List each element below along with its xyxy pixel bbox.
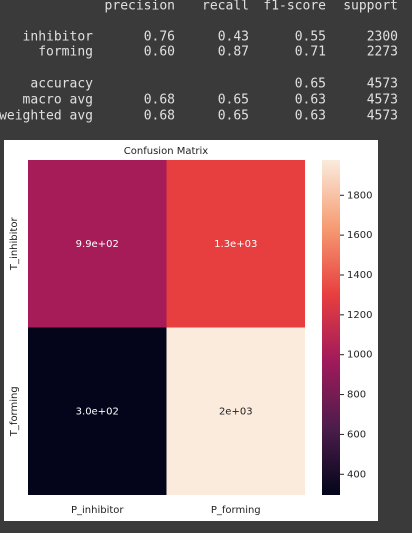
row-label: forming	[38, 45, 93, 60]
colorbar-tick-label: 1200	[347, 310, 372, 321]
row-label: accuracy	[30, 77, 93, 92]
value-label: 3.0e+02	[76, 406, 119, 417]
x-tick-label: P_inhibitor	[71, 505, 124, 516]
colorbar-tick-label: 800	[347, 390, 366, 401]
colorbar	[322, 160, 340, 495]
row-label: weighted avg	[0, 109, 93, 124]
cell: 0.87	[218, 45, 249, 60]
cell: 0.60	[144, 45, 175, 60]
heatmap-cell	[28, 327, 167, 495]
column-header: recall	[202, 0, 249, 14]
heatmap-cell	[28, 160, 167, 328]
column-header: support	[343, 0, 398, 14]
cell: 4573	[367, 77, 398, 92]
cell: 0.65	[295, 77, 326, 92]
y-tick-label: T_inhibitor	[9, 217, 20, 272]
value-label: 1.3e+03	[214, 239, 257, 250]
colorbar-tick-label: 1600	[347, 230, 372, 241]
column-header: f1-score	[263, 0, 326, 14]
y-tick-label: T_forming	[9, 386, 20, 437]
column-header: precision	[105, 0, 175, 14]
row-label: inhibitor	[23, 30, 94, 45]
colorbar-tick-label: 600	[347, 429, 366, 440]
heatmap-cell	[166, 160, 305, 328]
value-label: 2e+03	[219, 406, 253, 417]
cell: 0.68	[144, 109, 175, 124]
colorbar-tick-label: 400	[347, 469, 366, 480]
cell: 0.55	[295, 30, 326, 45]
cell: 0.71	[295, 45, 326, 60]
cell: 0.63	[295, 93, 326, 108]
heatmap-cell	[166, 327, 305, 495]
x-tick-label: P_forming	[211, 505, 261, 516]
row-label: macro avg	[23, 93, 93, 108]
cell: 4573	[367, 109, 398, 124]
chart-title: Confusion Matrix	[124, 146, 208, 157]
cell: 0.65	[218, 93, 249, 108]
value-label: 9.9e+02	[76, 239, 119, 250]
colorbar-tick-label: 1800	[347, 190, 372, 201]
cell: 0.68	[144, 93, 175, 108]
cell: 2300	[367, 30, 398, 45]
cell: 0.43	[218, 30, 249, 45]
cell: 2273	[367, 45, 398, 60]
colorbar-tick-label: 1400	[347, 270, 372, 281]
colorbar-tick-label: 1000	[347, 350, 372, 361]
cell: 0.65	[218, 109, 249, 124]
cell: 0.76	[144, 30, 175, 45]
cell: 0.63	[295, 109, 326, 124]
cell: 4573	[367, 93, 398, 108]
